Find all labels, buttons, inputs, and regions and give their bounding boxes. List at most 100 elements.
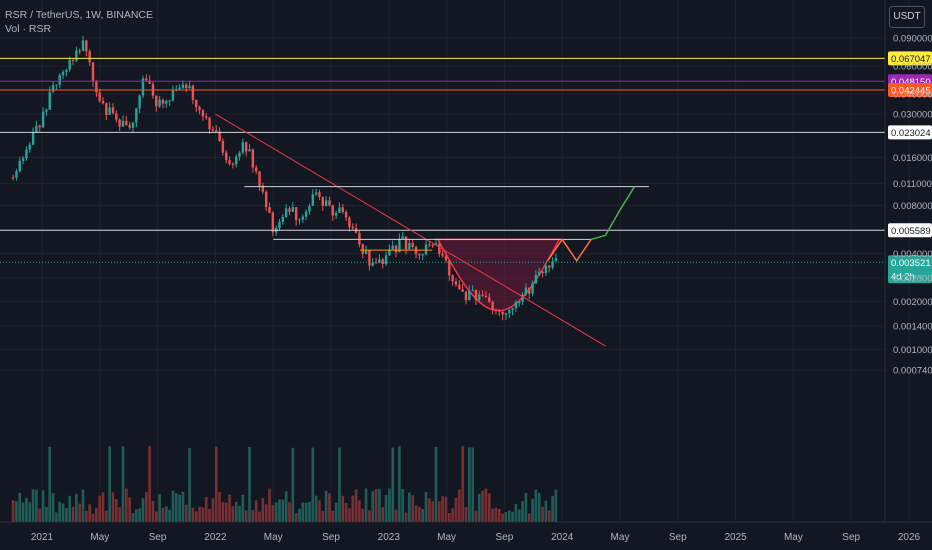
candle-body (148, 80, 151, 84)
volume-bar (478, 493, 481, 522)
price-axis[interactable]: 0.090000 0.060000 0.040000 0.030000 0.016000… (893, 34, 932, 377)
candle-body (68, 59, 71, 70)
candle-body (298, 219, 301, 221)
symbol-title[interactable]: RSR / TetherUS, 1W, BINANCE (5, 9, 154, 21)
candle-body (171, 90, 175, 101)
chart-legend: RSR / TetherUS, 1W, BINANCE Vol · RSR (5, 8, 153, 36)
candle-body (221, 140, 225, 153)
volume-bar (354, 489, 358, 522)
candle-body (81, 40, 85, 51)
volume-bar (324, 490, 328, 522)
volume-bar (544, 500, 548, 522)
x-tick-label: 2022 (204, 532, 227, 543)
volume-bar (358, 500, 361, 522)
volume-bar (68, 495, 72, 522)
volume-bar (141, 498, 145, 522)
currency-button[interactable]: USDT (889, 6, 925, 28)
volume-bar (31, 489, 35, 522)
candle-body (188, 85, 191, 89)
candle-body (428, 244, 431, 246)
candle-body (401, 236, 404, 239)
candle-body (528, 287, 531, 294)
candle-body (161, 99, 165, 104)
volume-bar (381, 507, 385, 522)
volume-bar (401, 488, 405, 522)
volume-bar (511, 511, 514, 522)
volume-bar (331, 510, 335, 522)
volume-bar (351, 495, 355, 522)
candle-body (551, 260, 554, 268)
volume-bar (204, 496, 208, 522)
candle-body (91, 62, 95, 81)
candle-body (321, 197, 324, 206)
candle-body (225, 152, 228, 161)
volume-bar (408, 492, 411, 522)
x-tick-label: 2021 (31, 532, 54, 543)
candle-body (101, 101, 105, 104)
volume-bar (458, 489, 461, 522)
volume-bar (268, 488, 271, 522)
price-level-label: 0.048150 (891, 77, 931, 88)
candle-body (444, 255, 448, 261)
volume-bar (454, 497, 458, 522)
candle-body (318, 192, 321, 198)
current-price-tag (888, 255, 932, 284)
volume-indicator-label[interactable]: Vol · RSR (5, 23, 52, 35)
x-tick-label: Sep (842, 532, 860, 543)
candle-body (301, 216, 305, 220)
volume-bar (184, 504, 188, 522)
volume-bar (517, 509, 521, 522)
candle-body (441, 253, 444, 256)
x-tick-label: Sep (322, 532, 340, 543)
current-price-label: 0.003521 (891, 258, 931, 269)
volume-bar (301, 502, 305, 522)
x-tick-label: 2026 (898, 532, 921, 543)
candle-body (245, 142, 248, 152)
x-tick-label: May (90, 532, 109, 543)
volume-bar (334, 502, 338, 522)
candle-body (491, 301, 494, 310)
candle-body (494, 309, 498, 311)
price-level-tag (888, 223, 932, 238)
volume-bar (281, 499, 285, 522)
volume-bar (274, 502, 278, 522)
x-tick-label: Sep (149, 532, 167, 543)
x-tick-label: May (264, 532, 283, 543)
candle-body (128, 125, 131, 128)
candle-body (331, 205, 334, 216)
price-level-tag (888, 125, 932, 140)
candle-body (418, 254, 421, 256)
candle-body (284, 208, 288, 217)
candle-body (498, 310, 501, 312)
volume-bar (468, 447, 471, 522)
candle-body (461, 289, 464, 292)
candle-body (454, 281, 458, 285)
candle-body (391, 245, 394, 250)
candle-body (235, 156, 238, 165)
volume-bar (138, 508, 141, 522)
candle-body (338, 207, 341, 213)
volume-bar (25, 497, 28, 522)
volume-bar (221, 501, 225, 522)
y-tick-label: 0.011000 (893, 179, 932, 190)
volume-bar (311, 447, 315, 522)
candle-body (438, 243, 441, 254)
descending-trendline[interactable] (215, 113, 606, 347)
volume-bar (174, 493, 178, 522)
volume-bar (554, 489, 558, 522)
time-axis[interactable]: 2021 May Sep 2022 May Sep 2023 May Sep 2024 May Sep… (31, 532, 921, 543)
candle-body (168, 100, 171, 102)
volume-bar (264, 504, 268, 522)
candle-body (95, 80, 98, 93)
x-tick-label: 2023 (378, 532, 401, 543)
volume-bar (428, 498, 431, 522)
candle-body (388, 249, 391, 256)
volume-bar (258, 511, 261, 522)
volume-bar (45, 507, 48, 522)
y-tick-label: 0.008000 (893, 201, 932, 212)
volume-bar (161, 507, 165, 522)
candle-body (155, 95, 158, 107)
candle-body (31, 132, 35, 145)
y-tick-label: 0.090000 (893, 34, 932, 45)
